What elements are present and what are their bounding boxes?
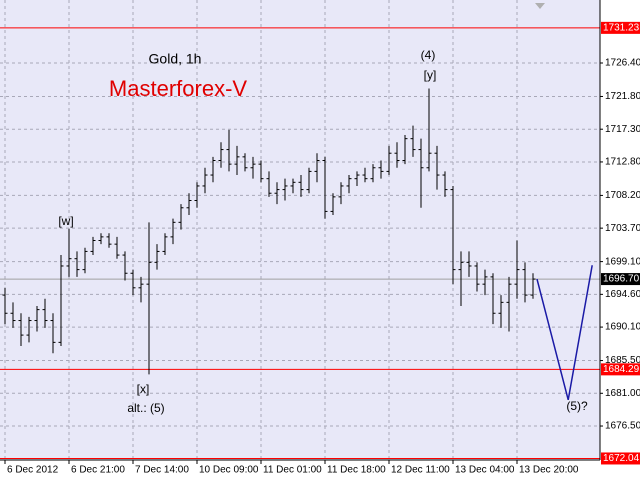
level-label-bg bbox=[601, 21, 640, 34]
plot-area bbox=[0, 0, 600, 460]
y-tick-label: 1717.30 bbox=[605, 124, 640, 135]
level-label: 1672.04 bbox=[603, 453, 640, 464]
y-tick-label: 1703.70 bbox=[605, 223, 640, 234]
grid bbox=[0, 0, 600, 460]
chart-title: Gold, 1h bbox=[149, 51, 202, 67]
marks bbox=[2, 88, 593, 401]
x-tick-label: 6 Dec 21:00 bbox=[71, 465, 125, 476]
x-tick-label: 7 Dec 14:00 bbox=[135, 465, 189, 476]
projection-line bbox=[536, 265, 593, 401]
y-tick-label: 1685.50 bbox=[605, 355, 640, 366]
y-tick-label: 1681.00 bbox=[605, 388, 640, 399]
y-tick-label: 1708.20 bbox=[605, 190, 640, 201]
x-tick-label: 11 Dec 18:00 bbox=[327, 465, 386, 476]
level-label: 1731.23 bbox=[603, 23, 640, 34]
x-tick-label: 13 Dec 20:00 bbox=[519, 465, 579, 476]
annotation: [y] bbox=[424, 68, 437, 82]
annotation: (5)? bbox=[566, 399, 588, 413]
shift-marker bbox=[535, 3, 545, 9]
x-tick-label: 11 Dec 01:00 bbox=[263, 465, 322, 476]
level-label-bg bbox=[601, 273, 640, 286]
level-label-bg bbox=[601, 452, 640, 465]
y-tick-label: 1676.50 bbox=[605, 421, 640, 432]
level-label: 1696.70 bbox=[603, 274, 640, 285]
y-tick-label: 1690.10 bbox=[605, 322, 640, 333]
annotation: (4) bbox=[421, 48, 436, 62]
y-tick-label: 1699.10 bbox=[605, 256, 640, 267]
y-tick-label: 1726.40 bbox=[605, 58, 640, 69]
annotation: [x] bbox=[137, 382, 150, 396]
level-label-bg bbox=[601, 363, 640, 376]
x-tick-label: 12 Dec 11:00 bbox=[391, 465, 450, 476]
y-tick-label: 1712.80 bbox=[605, 157, 640, 168]
x-tick-label: 6 Dec 2012 bbox=[7, 465, 59, 476]
annotation: [w] bbox=[58, 214, 73, 228]
y-tick-label: 1721.80 bbox=[605, 91, 640, 102]
level-label: 1684.29 bbox=[603, 364, 640, 375]
annotation: alt.: (5) bbox=[127, 401, 164, 415]
chart-subtitle: Masterforex-V bbox=[109, 76, 247, 101]
x-tick-label: 10 Dec 09:00 bbox=[199, 465, 259, 476]
x-tick-label: 13 Dec 04:00 bbox=[455, 465, 515, 476]
y-tick-label: 1694.60 bbox=[605, 289, 640, 300]
